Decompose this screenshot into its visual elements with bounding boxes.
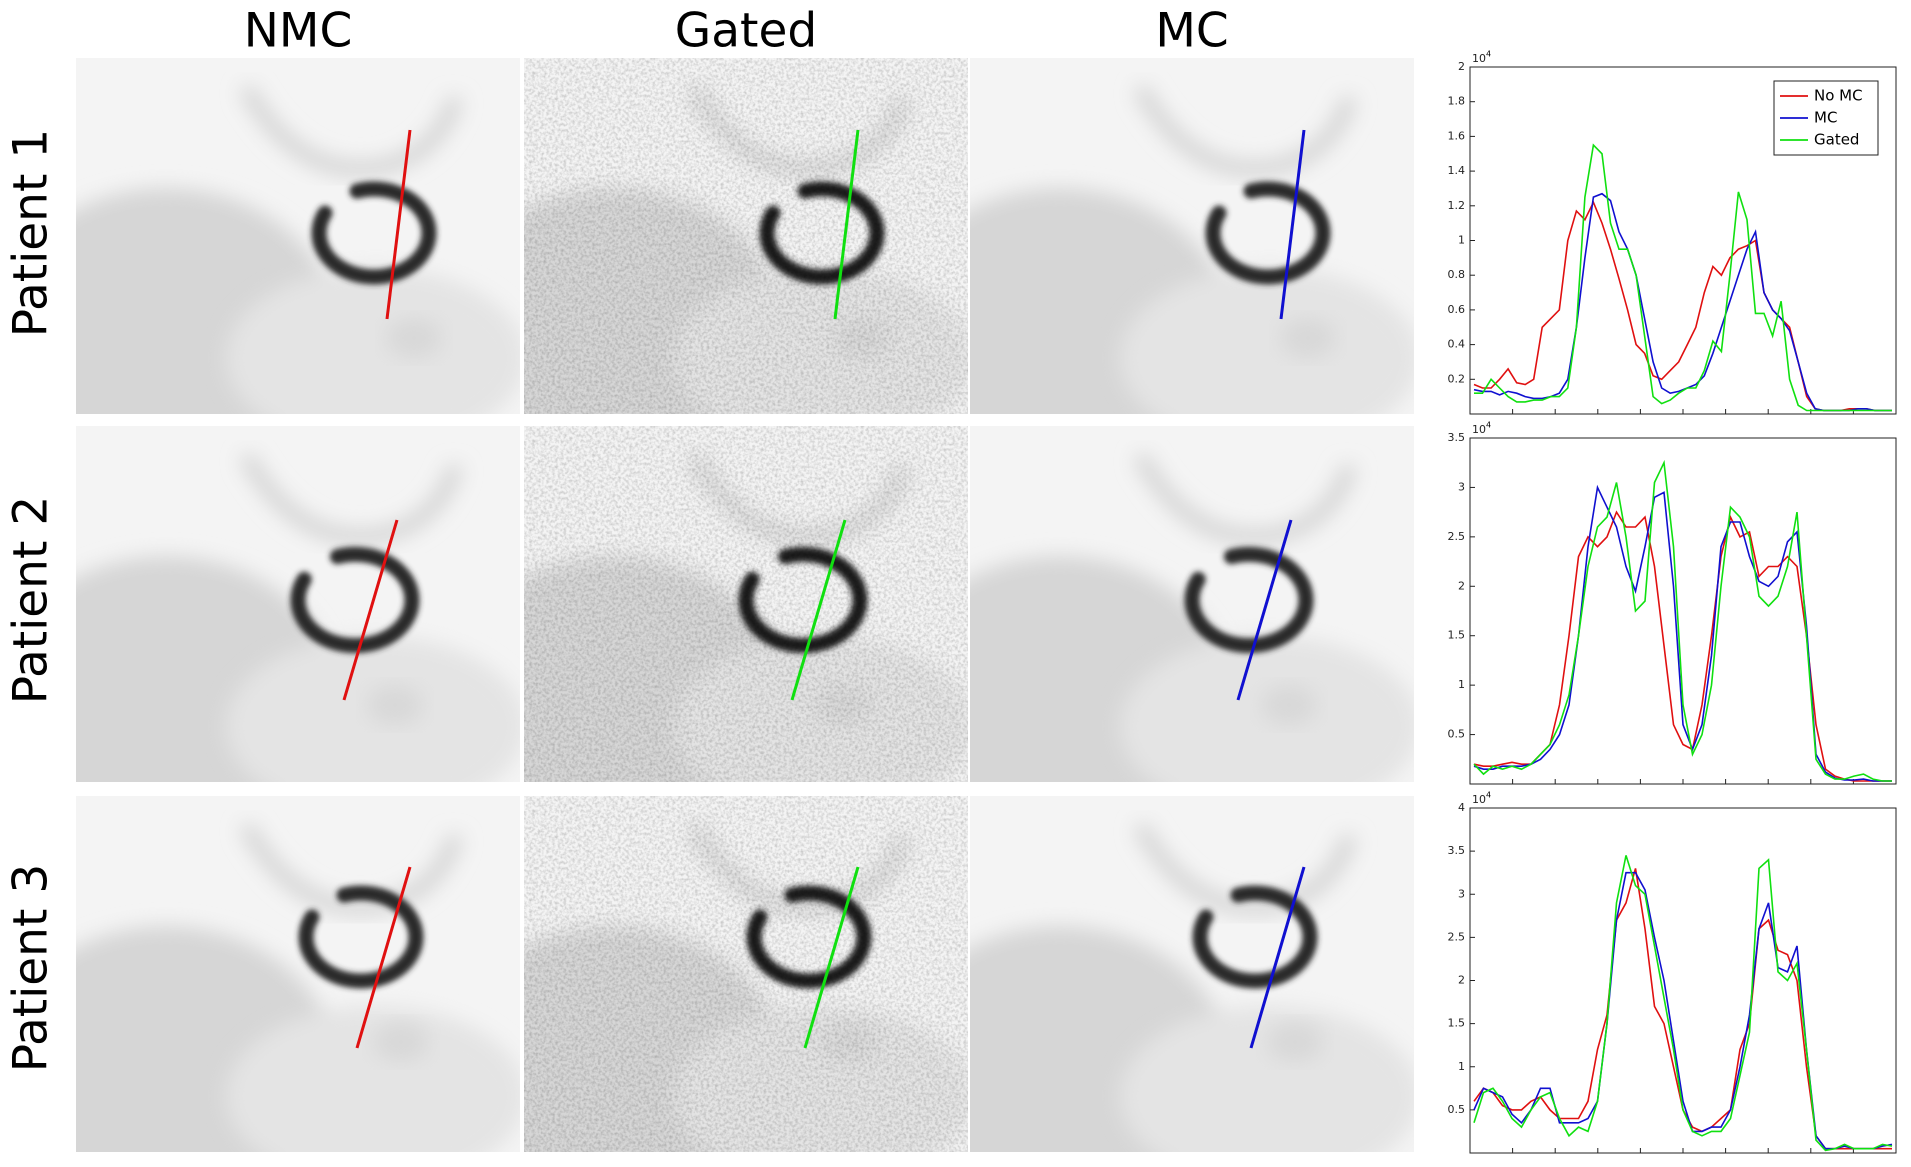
- y-tick-label: 0.4: [1448, 338, 1466, 351]
- blob: [373, 1022, 429, 1062]
- series-line: [1474, 143, 1892, 412]
- y-tick-label: 1.8: [1448, 95, 1466, 108]
- blob: [386, 318, 442, 358]
- row-label: Patient 3: [4, 864, 59, 1073]
- y-tick-label: 2: [1458, 579, 1465, 592]
- image-panel: [76, 426, 520, 782]
- tissue: [226, 636, 520, 782]
- legend-label: MC: [1814, 109, 1837, 127]
- y-tick-label: 3.5: [1448, 844, 1466, 857]
- vessel: [239, 822, 463, 914]
- panel-content: [970, 426, 1414, 782]
- myocardium: [298, 885, 424, 989]
- image-panel: [76, 796, 520, 1152]
- plot-frame: [1469, 807, 1897, 1154]
- multiplier-exponent: 4: [1486, 50, 1491, 59]
- myocardium: [1192, 885, 1318, 989]
- noise: [524, 426, 968, 782]
- y-tick-label: 1.5: [1448, 1017, 1466, 1030]
- profile-line: [355, 866, 412, 1049]
- tissue: [1120, 1006, 1414, 1152]
- vessel: [239, 84, 463, 176]
- image-panel: [76, 58, 520, 414]
- noise: [524, 796, 968, 1152]
- y-tick-label: 2.5: [1448, 530, 1466, 543]
- profile-line: [1249, 866, 1306, 1049]
- series-line: [1473, 484, 1892, 782]
- image-panel: [524, 796, 968, 1152]
- y-tick-label: 1: [1458, 678, 1465, 691]
- image-panel: [524, 58, 968, 414]
- y-tick-label: 1.5: [1448, 629, 1466, 642]
- blob: [1261, 685, 1317, 725]
- y-tick-label: 3.5: [1448, 431, 1466, 444]
- multiplier-base: 10: [1472, 52, 1486, 65]
- tissue: [1120, 636, 1414, 782]
- y-tick-label: 0.6: [1448, 303, 1466, 316]
- y-tick-label: 3: [1458, 887, 1465, 900]
- blob: [1267, 1022, 1323, 1062]
- blob: [367, 685, 423, 725]
- profile-line: [385, 129, 412, 320]
- legend-label: No MC: [1814, 87, 1863, 105]
- panel-content: [970, 58, 1414, 414]
- image-panel: [970, 58, 1414, 414]
- plot-frame: [1469, 437, 1897, 785]
- noise: [524, 58, 968, 414]
- image-panel: [524, 426, 968, 782]
- y-tick-label: 0.2: [1448, 372, 1466, 385]
- legend-label: Gated: [1814, 131, 1859, 149]
- column-title: Gated: [675, 4, 817, 59]
- column-title: NMC: [244, 4, 353, 59]
- vessel: [1133, 84, 1357, 176]
- tissue: [226, 1006, 520, 1152]
- y-tick-label: 1.4: [1448, 164, 1466, 177]
- panel-content: [524, 796, 968, 1152]
- y-tick-label: 3: [1458, 480, 1465, 493]
- row-label: Patient 1: [4, 129, 59, 338]
- tissue: [226, 268, 520, 414]
- image-panel: [970, 426, 1414, 782]
- multiplier-exponent: 4: [1486, 421, 1491, 430]
- panel-content: [76, 796, 520, 1152]
- y-tick-label: 4: [1458, 801, 1465, 814]
- panel-content: [524, 426, 968, 782]
- profile-line: [1236, 519, 1293, 701]
- profile-line: [790, 519, 847, 701]
- panel-content: [970, 796, 1414, 1152]
- column-title: MC: [1155, 4, 1228, 59]
- y-tick-label: 0.8: [1448, 268, 1466, 281]
- panel-content: [76, 58, 520, 414]
- profile-line: [1279, 129, 1306, 320]
- vessel: [1133, 822, 1357, 914]
- series-line: [1473, 459, 1892, 782]
- series-line: [1473, 855, 1893, 1152]
- y-tick-label: 1: [1458, 1060, 1465, 1073]
- tissue: [1120, 268, 1414, 414]
- y-tick-label: 1.6: [1448, 129, 1466, 142]
- y-tick-label: 0.5: [1448, 1103, 1466, 1116]
- image-panel: [970, 796, 1414, 1152]
- profile-line: [803, 866, 860, 1049]
- profile-line: [342, 519, 399, 701]
- vessel: [239, 452, 463, 544]
- multiplier-base: 10: [1472, 793, 1486, 806]
- y-tick-label: 2: [1458, 974, 1465, 987]
- y-tick-label: 2: [1458, 60, 1465, 73]
- panel-content: [76, 426, 520, 782]
- row-label: Patient 2: [4, 496, 59, 705]
- y-tick-label: 1: [1458, 234, 1465, 247]
- profile-line: [833, 129, 860, 320]
- multiplier-base: 10: [1472, 423, 1486, 436]
- panel-content: [524, 58, 968, 414]
- multiplier-exponent: 4: [1486, 791, 1491, 800]
- series-line: [1473, 871, 1893, 1150]
- y-tick-label: 0.5: [1448, 728, 1466, 741]
- vessel: [1133, 452, 1357, 544]
- blob: [1280, 318, 1336, 358]
- y-tick-label: 1.2: [1448, 199, 1466, 212]
- y-tick-label: 2.5: [1448, 930, 1466, 943]
